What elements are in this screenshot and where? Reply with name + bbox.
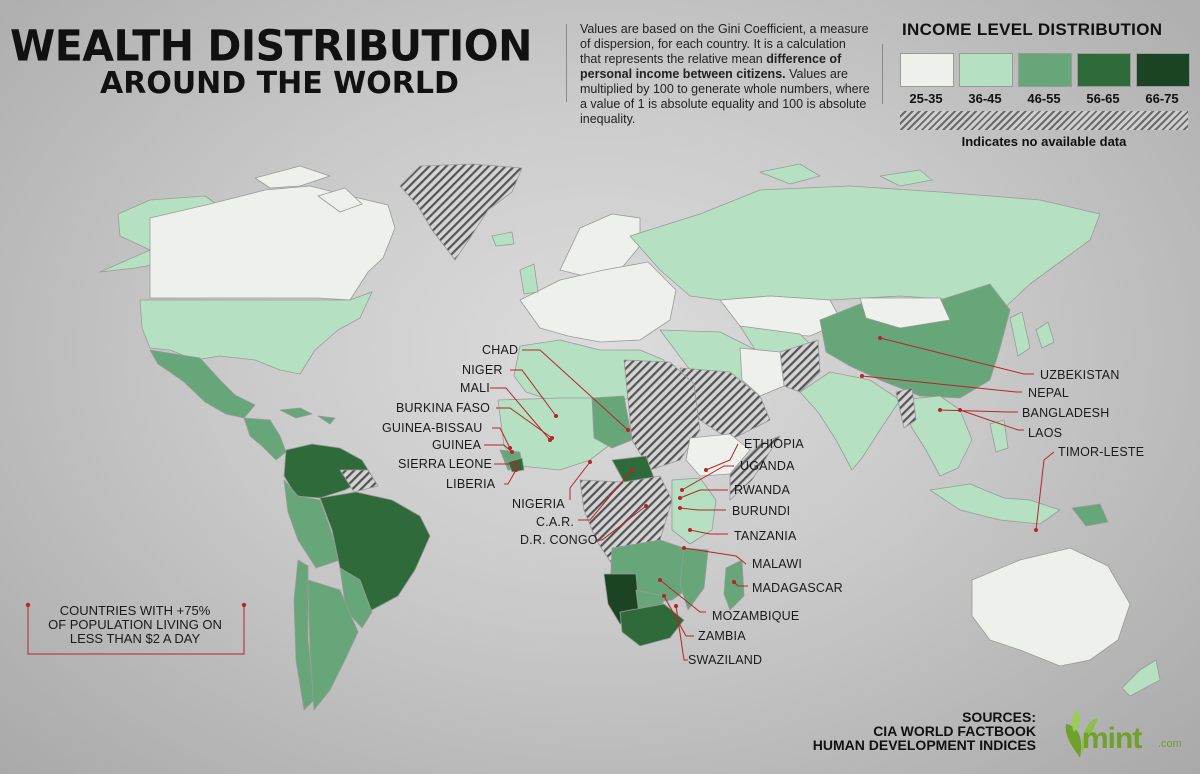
legend-title: INCOME LEVEL DISTRIBUTION — [902, 20, 1163, 39]
callout-burkina-faso: BURKINA FASO — [396, 401, 490, 415]
legend-label-2: 36-45 — [968, 91, 1002, 106]
region-indonesia — [929, 483, 1061, 525]
callout-car: C.A.R. — [536, 515, 574, 529]
region-saudi-arabia — [679, 367, 771, 441]
callout-bangladesh: BANGLADESH — [1022, 406, 1109, 420]
region-madagascar — [723, 559, 745, 611]
legend-swatch-4 — [1077, 53, 1131, 87]
callout-liberia: LIBERIA — [446, 477, 496, 491]
region-russia-islands — [759, 163, 933, 187]
region-russia — [629, 185, 1101, 313]
sources-line-2: HUMAN DEVELOPMENT INDICES — [812, 737, 1036, 753]
callout-rwanda: RWANDA — [734, 483, 791, 497]
region-myanmar — [895, 387, 917, 429]
note-text: COUNTRIES WITH +75% OF POPULATION LIVING … — [48, 603, 222, 646]
region-mongolia — [859, 297, 951, 329]
sources-line-1: CIA WORLD FACTBOOK — [873, 723, 1036, 739]
region-europe — [519, 261, 677, 343]
leaf-icon — [1065, 710, 1098, 758]
callout-mozambique: MOZAMBIQUE — [712, 609, 799, 623]
legend-swatch-1 — [900, 53, 954, 87]
legend-label-5: 66-75 — [1145, 91, 1179, 106]
region-papua — [1071, 503, 1109, 527]
region-mexico — [149, 349, 256, 419]
logo-word: mint — [1082, 722, 1142, 755]
callout-zambia: ZAMBIA — [698, 629, 746, 643]
callout-swaziland: SWAZILAND — [688, 653, 762, 667]
callout-malawi: MALAWI — [752, 557, 802, 571]
description: Values are based on the Gini Coefficient… — [580, 22, 870, 127]
title-line-1: WEALTH DISTRIBUTION — [10, 20, 532, 72]
divider — [566, 24, 567, 102]
callout-dr-congo: D.R. CONGO — [520, 533, 598, 547]
legend-swatch-5 — [1136, 53, 1190, 87]
description-text-2: Values are multiplied by 100 to generate… — [580, 67, 870, 126]
callout-niger: NIGER — [462, 363, 503, 377]
region-iran — [739, 347, 785, 397]
callout-guinea: GUINEA — [432, 438, 482, 452]
region-mozambique — [679, 547, 709, 611]
callout-guinea-bissau: GUINEA-BISSAU — [382, 421, 483, 435]
region-caribbean — [279, 407, 336, 425]
callout-mali: MALI — [460, 381, 490, 395]
description-text-1: Values are based on the Gini Coefficient… — [580, 22, 869, 66]
region-new-zealand — [1121, 659, 1161, 697]
callout-ethiopia: ETHIOPIA — [744, 437, 804, 451]
region-greenland — [399, 163, 523, 261]
region-iceland — [491, 231, 515, 247]
region-chad — [591, 395, 633, 449]
legend-label-1: 25-35 — [909, 91, 943, 106]
callout-sierra-leone: SIERRA LEONE — [398, 457, 492, 471]
region-uk — [519, 263, 539, 295]
callout-uganda: UGANDA — [740, 459, 795, 473]
region-canada-islands — [254, 165, 363, 213]
logo-suffix: .com — [1158, 738, 1182, 750]
sources-heading: SOURCES: — [962, 709, 1036, 725]
note-box: COUNTRIES WITH +75% OF POPULATION LIVING … — [26, 604, 244, 654]
region-korea-japan — [1009, 311, 1055, 357]
no-data-label: Indicates no available data — [961, 134, 1127, 149]
region-canada — [149, 185, 396, 301]
callout-nigeria: NIGERIA — [512, 497, 565, 511]
legend-swatch-2 — [959, 53, 1013, 87]
region-united-states — [139, 291, 373, 375]
region-guianas — [339, 469, 379, 493]
legend-label-4: 56-65 — [1086, 91, 1120, 106]
region-chile — [293, 559, 315, 711]
mint-logo: mint .com — [1060, 708, 1190, 762]
region-southeast-asia — [899, 395, 973, 477]
region-east-africa — [671, 477, 717, 545]
callout-tanzania: TANZANIA — [734, 529, 797, 543]
no-data-swatch — [900, 111, 1188, 130]
region-philippines — [989, 419, 1009, 453]
description-bold: difference of personal income between ci… — [580, 52, 842, 81]
region-somalia — [729, 435, 781, 501]
callout-madagascar: MADAGASCAR — [752, 581, 843, 595]
region-argentina — [307, 579, 359, 711]
region-central-america — [243, 417, 287, 461]
region-south-africa — [619, 603, 685, 647]
legend-label-3: 46-55 — [1027, 91, 1061, 106]
callout-laos: LAOS — [1028, 426, 1062, 440]
callout-chad: CHAD — [482, 343, 518, 357]
legend-swatch-3 — [1018, 53, 1072, 87]
callout-nepal: NEPAL — [1028, 386, 1069, 400]
divider — [882, 44, 883, 104]
callout-burundi: BURUNDI — [732, 504, 790, 518]
sources: SOURCES: CIA WORLD FACTBOOK HUMAN DEVELO… — [813, 710, 1036, 752]
callout-uzbekistan: UZBEKISTAN — [1040, 368, 1120, 382]
region-australia — [971, 547, 1131, 667]
title-line-2: AROUND THE WORLD — [100, 66, 459, 101]
callout-timor-leste: TIMOR-LESTE — [1058, 445, 1144, 459]
region-india — [799, 371, 901, 471]
